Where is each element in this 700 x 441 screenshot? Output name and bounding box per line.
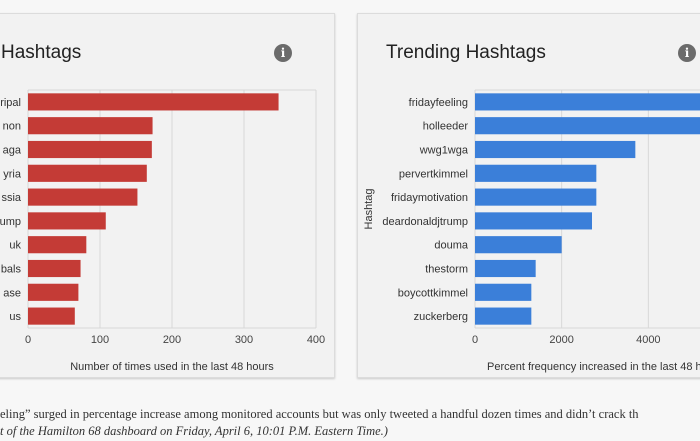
category-label: bals [1,264,22,276]
bar [475,188,597,206]
bar [28,188,138,206]
category-label: boycottkimmel [398,287,468,299]
bar [28,283,79,301]
y-axis-label: Hashtag [363,189,375,230]
bar [28,236,87,254]
category-label: fridayfeeling [409,97,468,109]
category-label: wwg1wga [419,145,469,157]
hashtags-panel: Hashtags i 0 100 200 300 400 ripal non aga yria s… [0,13,335,378]
x-tick-label: 0 [472,334,478,346]
x-axis-label: Percent frequency increased in the last … [487,361,700,373]
category-label: holleeder [423,121,469,133]
bar [28,307,75,325]
caption-credit: t of the Hamilton 68 dashboard on Friday… [0,424,388,438]
category-label: fridaymotivation [391,192,468,204]
x-axis-label: Number of times used in the last 48 hour… [70,361,274,373]
trending-hashtags-panel: Trending Hashtags i 0 2000 4000 fridayfeeli… [357,13,700,378]
x-tick-label: 100 [91,334,109,346]
category-label: non [3,121,21,133]
x-tick-label: 300 [235,334,253,346]
category-label: yria [3,168,22,180]
bar [28,140,152,159]
x-tick-label: 2000 [549,334,573,346]
x-tick-label: 200 [163,334,181,346]
bar [475,283,532,301]
panel-title: Hashtags [1,42,82,63]
category-label: ase [3,287,21,299]
bar [28,259,81,278]
info-icon[interactable]: i [678,44,696,62]
bar [475,117,700,135]
bar [28,164,147,182]
category-label: us [9,311,21,323]
bar [475,164,597,182]
bar [475,93,700,111]
category-label: thestorm [425,264,468,276]
bar [28,212,106,230]
category-label: aga [3,145,22,157]
category-label: rump [0,216,21,228]
bar [28,93,279,111]
category-label: deardonaldjtrump [382,216,468,228]
bar [475,212,592,230]
bar [475,236,562,254]
category-label: uk [9,240,21,252]
x-tick-label: 400 [307,334,325,346]
category-label: ripal [0,97,21,109]
trending-hashtags-bar-chart: 0 2000 4000 fridayfeeling holleeder wwg1wga pe… [363,89,700,373]
x-tick-label: 0 [25,334,31,346]
x-tick-label: 4000 [636,334,660,346]
info-icon[interactable]: i [274,44,292,62]
category-label: ssia [1,192,21,204]
category-label: douma [434,240,469,252]
bar [475,307,532,325]
hashtags-bar-chart: 0 100 200 300 400 ripal non aga yria ssia rump uk ba… [0,89,325,373]
caption-line: eling” surged in percentage increase amo… [0,407,639,421]
bar [28,117,153,135]
category-label: zuckerberg [414,311,468,323]
bar [475,259,536,278]
panel-title: Trending Hashtags [386,42,546,63]
category-label: pervertkimmel [399,168,468,180]
bar [475,140,636,159]
